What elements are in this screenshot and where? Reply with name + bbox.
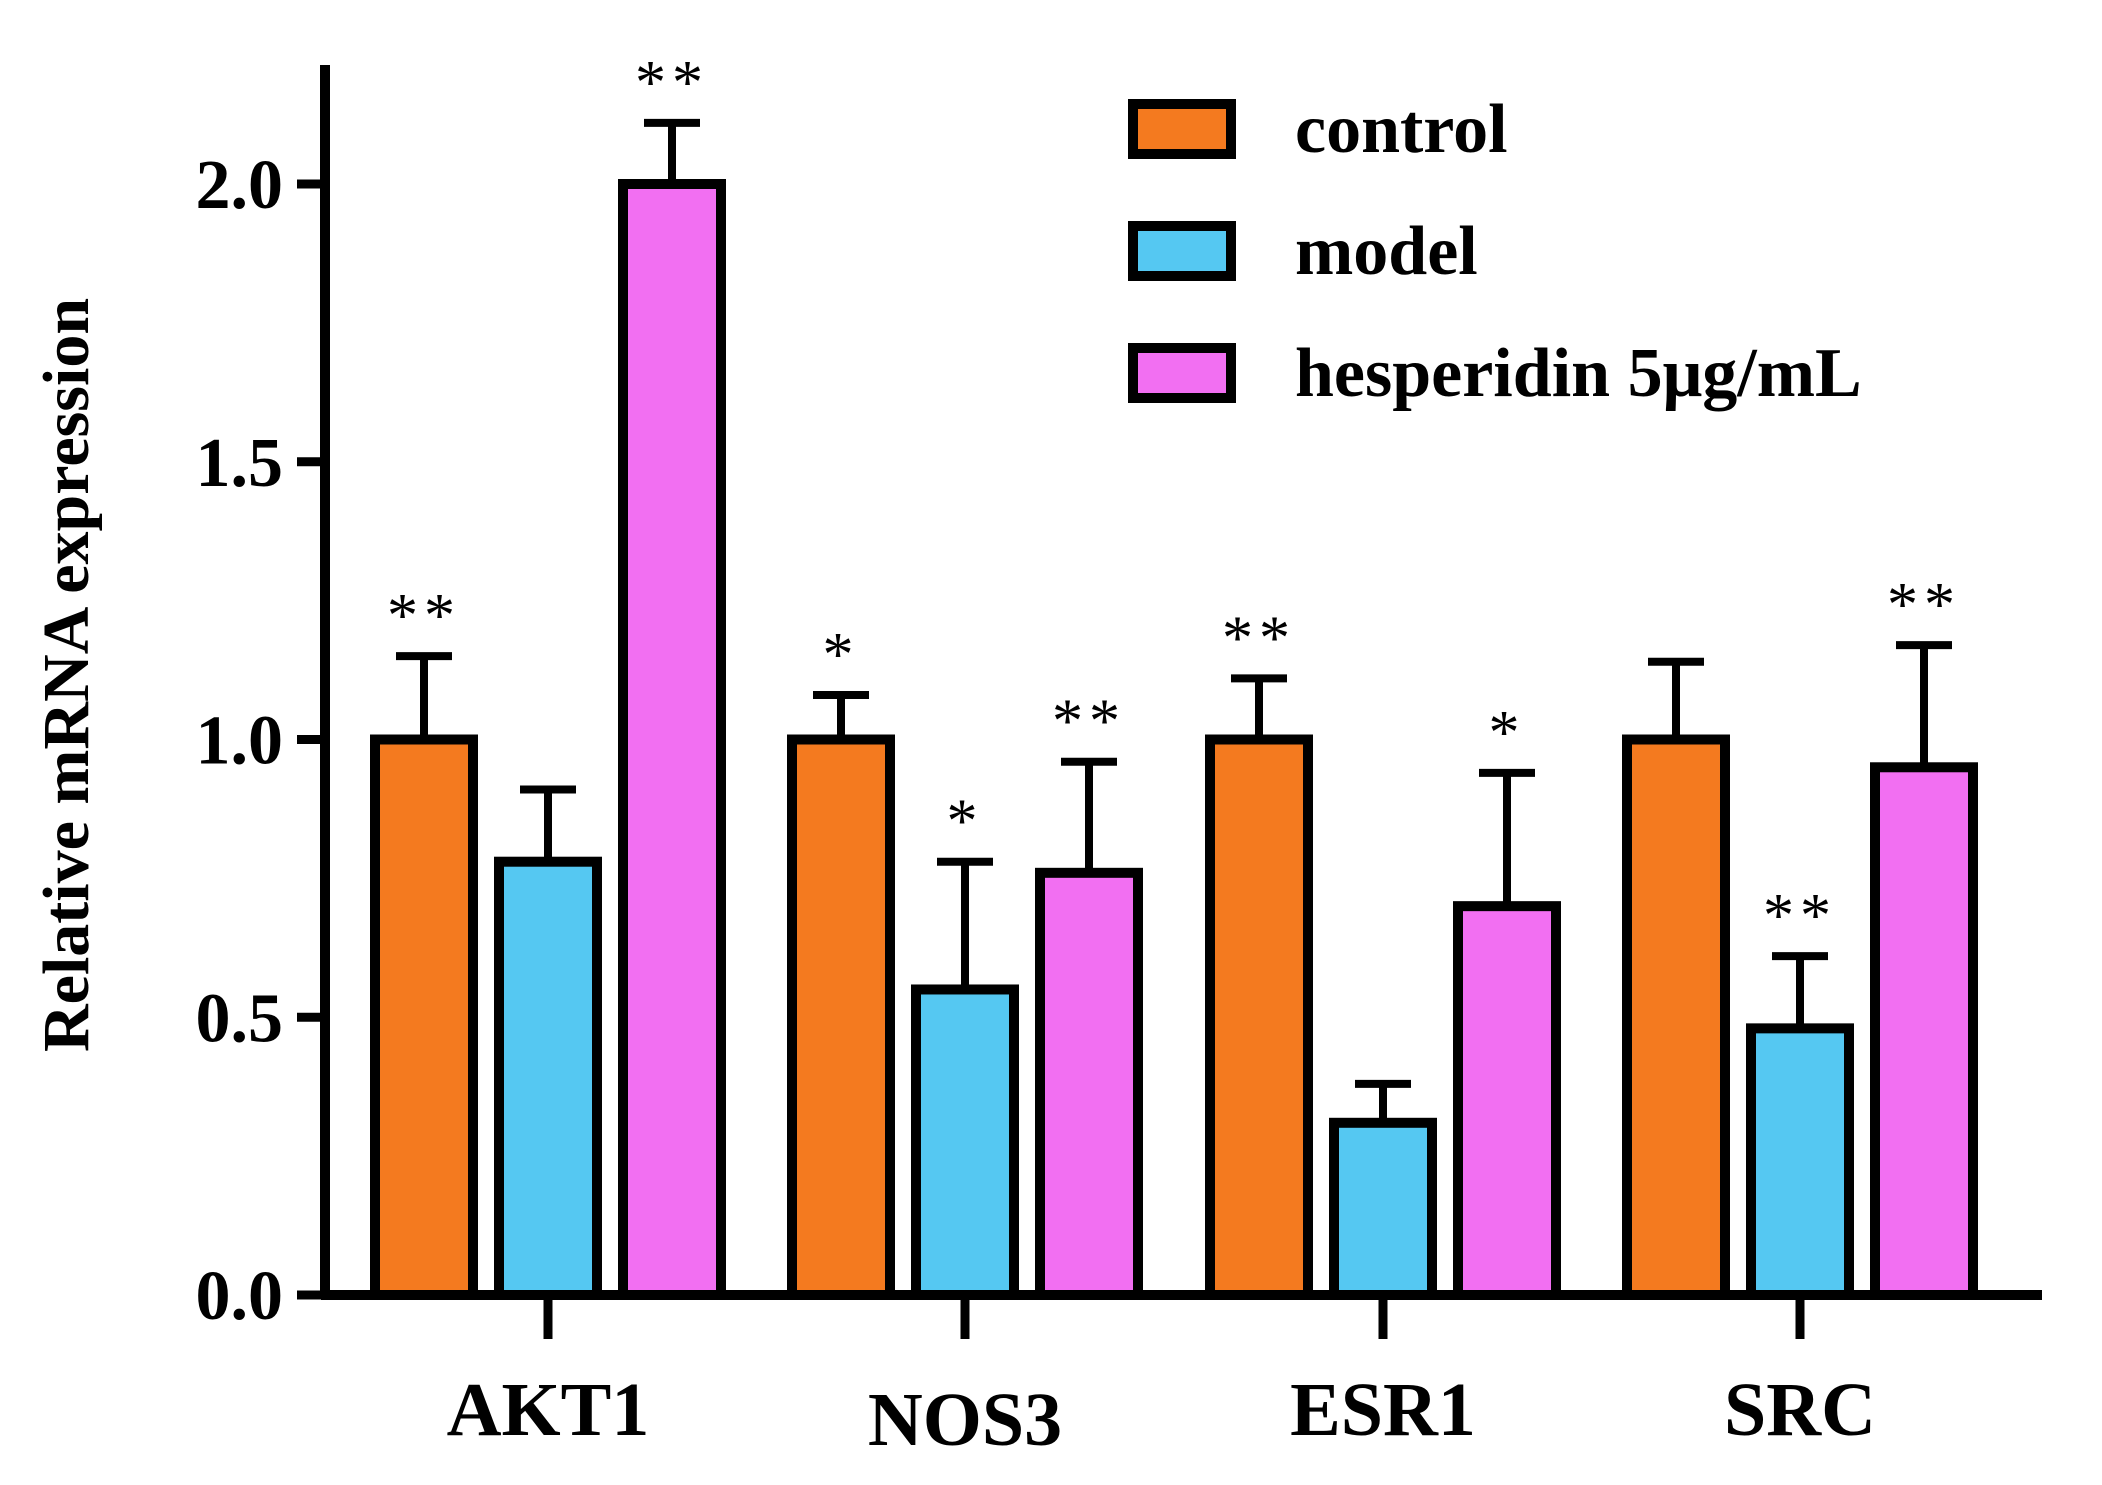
bar-control: [1205, 734, 1313, 1300]
significance-label: *: [1489, 699, 1526, 767]
significance-label: **: [1887, 571, 1961, 639]
significance-label: **: [387, 582, 461, 650]
legend-swatch-hesperidin: [1128, 343, 1236, 403]
legend-label: model: [1295, 213, 1478, 290]
y-tick-label: 0.0: [196, 1258, 284, 1335]
bar-model: [494, 856, 602, 1301]
significance-label: *: [947, 788, 984, 856]
significance-label: *: [823, 621, 860, 689]
bar-hesperidin: [1870, 762, 1978, 1300]
bars: ***************: [370, 49, 1978, 1301]
bar-hesperidin: [618, 179, 726, 1300]
bar-hesperidin: [1453, 901, 1561, 1301]
bar-model: [1329, 1117, 1437, 1301]
bar-control: [1622, 734, 1730, 1300]
axes: 0.0 0.5 1.0 1.5 2.0 AKT1 NOS3 ESR1 SRC: [196, 65, 2042, 1462]
legend-label: control: [1295, 91, 1508, 168]
bar-control: [787, 734, 895, 1300]
x-tick-label: NOS3: [868, 1378, 1062, 1462]
bar-model: [1746, 1023, 1854, 1300]
x-tick-label: AKT1: [447, 1368, 650, 1452]
bar-hesperidin: [1035, 867, 1143, 1300]
legend-swatch-control: [1128, 99, 1236, 159]
y-tick-label: 1.5: [196, 425, 284, 502]
significance-label: **: [1052, 688, 1126, 756]
y-tick-label: 0.5: [196, 980, 284, 1057]
legend-swatch-model: [1128, 221, 1236, 281]
legend-label: hesperidin 5μg/mL: [1295, 335, 1862, 412]
bar-model: [911, 984, 1019, 1300]
significance-label: **: [1222, 604, 1296, 672]
x-tick-label: SRC: [1724, 1368, 1876, 1452]
x-tick-label: ESR1: [1290, 1368, 1476, 1452]
significance-label: **: [1763, 882, 1837, 950]
y-tick-label: 2.0: [196, 147, 284, 224]
y-axis-title: Relative mRNA expression: [30, 298, 103, 1052]
y-axis-title-group: Relative mRNA expression: [30, 298, 103, 1052]
bar-control: [370, 734, 478, 1300]
y-tick-label: 1.0: [196, 703, 284, 780]
significance-label: **: [635, 49, 709, 117]
legend: control model hesperidin 5μg/mL: [1128, 91, 1862, 412]
